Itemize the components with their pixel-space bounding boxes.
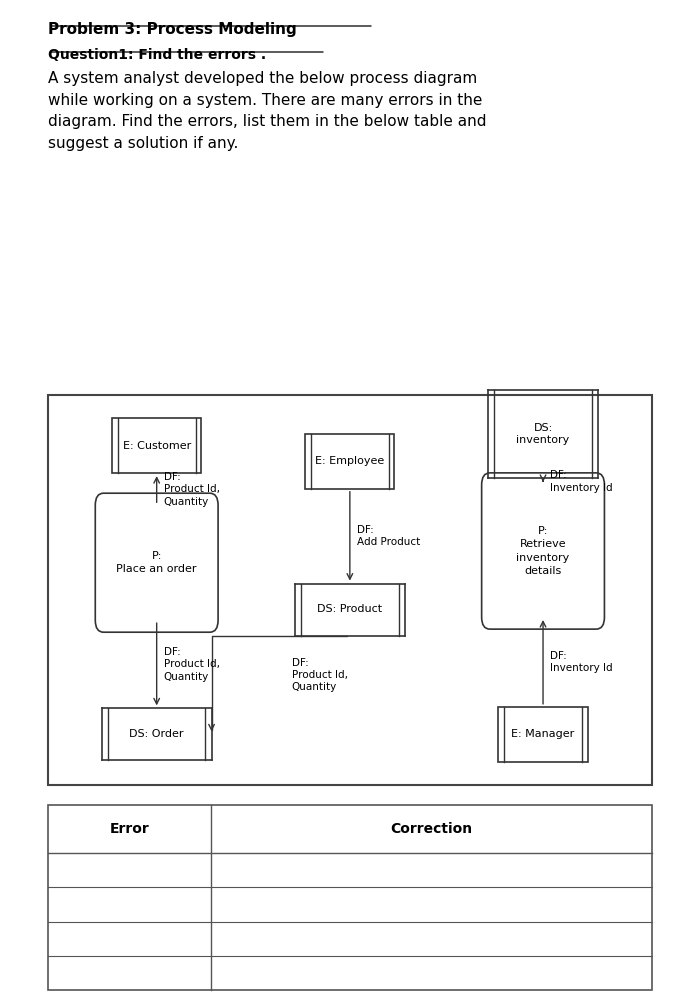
Text: DF:
Inventory Id: DF: Inventory Id <box>550 470 613 493</box>
Text: E: Manager: E: Manager <box>511 729 575 739</box>
Text: Error: Error <box>110 822 150 836</box>
Text: DS:
inventory: DS: inventory <box>517 423 569 445</box>
Text: E: Customer: E: Customer <box>123 441 191 451</box>
FancyBboxPatch shape <box>95 493 218 632</box>
Text: A system analyst developed the below process diagram
while working on a system. : A system analyst developed the below pro… <box>48 71 486 151</box>
Text: DF:
Add Product: DF: Add Product <box>357 525 420 547</box>
Text: P:
Place an order: P: Place an order <box>117 551 197 574</box>
Text: Question1: Find the errors .: Question1: Find the errors . <box>48 48 266 62</box>
FancyBboxPatch shape <box>482 473 604 629</box>
Text: DS: Product: DS: Product <box>318 604 382 614</box>
Text: DF:
Product Id,
Quantity: DF: Product Id, Quantity <box>163 647 220 682</box>
Bar <box>48 395 652 785</box>
Text: Problem 3: Process Modeling: Problem 3: Process Modeling <box>48 22 297 37</box>
Text: Correction: Correction <box>390 822 473 836</box>
Bar <box>112 418 201 473</box>
Text: P:
Retrieve
inventory
details: P: Retrieve inventory details <box>517 526 569 576</box>
Text: E: Employee: E: Employee <box>316 456 384 466</box>
Bar <box>305 434 394 489</box>
Text: DS: Order: DS: Order <box>130 729 184 739</box>
Bar <box>48 805 652 990</box>
Text: DF:
Product Id,
Quantity: DF: Product Id, Quantity <box>292 658 348 692</box>
Bar <box>499 707 588 762</box>
Text: DF:
Inventory Id: DF: Inventory Id <box>550 651 613 673</box>
Text: DF:
Product Id,
Quantity: DF: Product Id, Quantity <box>163 472 220 507</box>
